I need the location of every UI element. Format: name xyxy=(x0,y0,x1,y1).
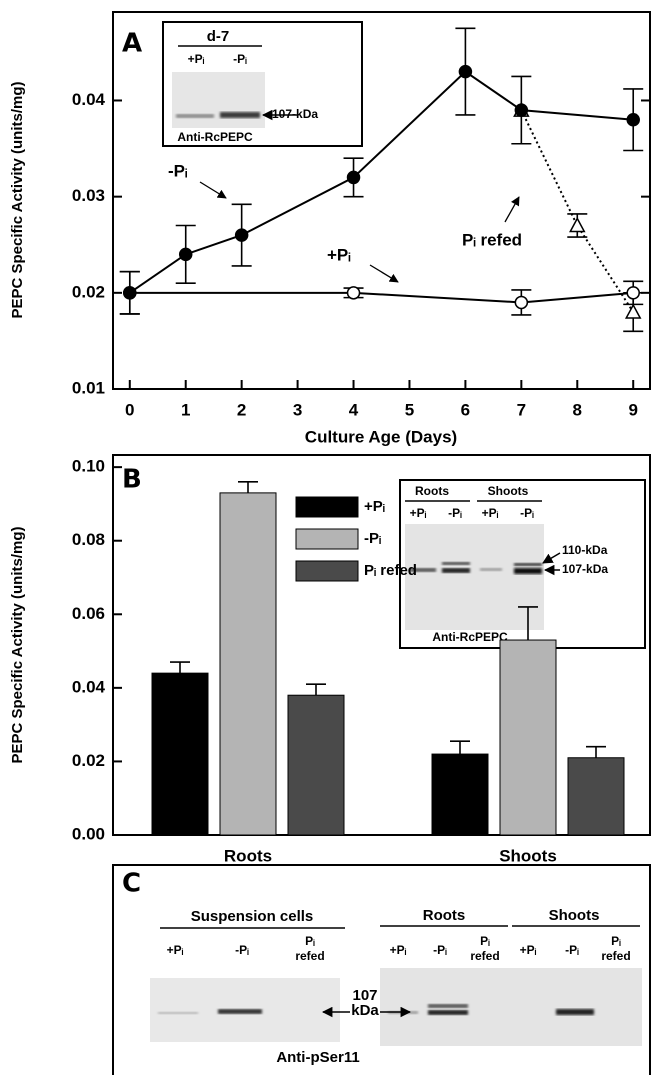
marker xyxy=(459,66,471,78)
x-tick-label: 5 xyxy=(405,400,414,419)
y-tick-label: 0.06 xyxy=(72,604,105,623)
y-tick-label: 0.02 xyxy=(72,282,105,301)
marker xyxy=(515,296,527,308)
legend-label: +Pᵢ xyxy=(364,498,385,515)
x-tick-label: 8 xyxy=(573,400,582,419)
x-tick-label: 6 xyxy=(461,400,470,419)
band-label: 107-kDa xyxy=(272,107,318,121)
lane-label: +Pᵢ xyxy=(410,506,427,520)
band xyxy=(158,1012,198,1014)
panel-label: C xyxy=(122,869,141,899)
band xyxy=(218,1009,262,1014)
legend-swatch xyxy=(296,561,358,581)
y-tick-label: 0.08 xyxy=(72,530,105,549)
y-tick-label: 0.03 xyxy=(72,186,105,205)
series-label: +Pᵢ xyxy=(327,245,351,264)
legend-swatch xyxy=(296,497,358,517)
group-title: Shoots xyxy=(549,907,600,924)
x-tick-label: 0 xyxy=(125,400,134,419)
band xyxy=(428,1010,468,1015)
antibody-label: Anti-RcPEPC xyxy=(177,130,253,144)
band xyxy=(442,562,470,565)
lane-label: -Pᵢ xyxy=(565,943,579,957)
band-label: 107-kDa xyxy=(562,562,608,576)
x-tick-label: 3 xyxy=(293,400,302,419)
group-label: Roots xyxy=(415,484,449,498)
bar xyxy=(152,673,208,835)
y-tick-label: 0.01 xyxy=(72,378,105,397)
x-tick-label: Roots xyxy=(224,846,272,865)
series-label: -Pᵢ xyxy=(168,161,187,180)
y-tick-label: 0.04 xyxy=(72,90,106,109)
y-tick-label: 0.04 xyxy=(72,677,106,696)
x-tick-label: 7 xyxy=(517,400,526,419)
x-tick-label: Shoots xyxy=(499,846,557,865)
marker xyxy=(627,287,639,299)
marker xyxy=(124,287,136,299)
y-axis-label: PEPC Specific Activity (units/mg) xyxy=(9,527,26,764)
blot xyxy=(172,72,265,128)
marker xyxy=(627,114,639,126)
band-label: 110-kDa xyxy=(562,543,608,557)
series-label: Pᵢ refed xyxy=(462,230,522,249)
antibody-label: Anti-RcPEPC xyxy=(432,630,508,644)
marker xyxy=(348,171,360,183)
page: A Culture Age (Days) PEPC Specific Activ… xyxy=(0,0,652,1075)
band xyxy=(442,568,470,573)
group-title: Roots xyxy=(423,907,466,924)
blot xyxy=(405,524,544,630)
marker xyxy=(515,104,527,116)
band xyxy=(428,1004,468,1008)
y-tick-label: 0.00 xyxy=(72,824,105,843)
group-title: Suspension cells xyxy=(191,908,314,925)
group-label: Shoots xyxy=(488,484,529,498)
band xyxy=(514,568,542,574)
x-tick-label: 9 xyxy=(628,400,637,419)
x-axis-label: Culture Age (Days) xyxy=(305,427,457,446)
lane-label: -Pᵢ xyxy=(433,943,447,957)
panel-label: A xyxy=(122,29,142,59)
lane-label: +Pᵢ xyxy=(188,52,205,66)
lane-label: +Pᵢ xyxy=(167,943,184,957)
lane-label: +Pᵢ xyxy=(482,506,499,520)
y-axis-label: PEPC Specific Activity (units/mg) xyxy=(9,82,26,319)
lane-label: -Pᵢ xyxy=(233,52,247,66)
lane-label: -Pᵢ xyxy=(235,943,249,957)
lane-label: -Pᵢ xyxy=(520,506,534,520)
band xyxy=(480,568,502,571)
bar xyxy=(288,695,344,835)
x-tick-label: 1 xyxy=(181,400,190,419)
lane-label: +Pᵢ xyxy=(520,943,537,957)
x-tick-label: 2 xyxy=(237,400,246,419)
band xyxy=(220,112,260,118)
band xyxy=(514,563,542,566)
inset-title: d-7 xyxy=(207,28,230,45)
band xyxy=(176,114,214,118)
bar xyxy=(568,758,624,835)
marker xyxy=(180,248,192,260)
blot xyxy=(380,968,642,1046)
y-tick-label: 0.02 xyxy=(72,751,105,770)
legend-label: Pᵢ refed xyxy=(364,562,417,579)
legend-label: -Pᵢ xyxy=(364,530,381,547)
antibody-label: Anti-pSer11 xyxy=(276,1049,359,1066)
y-tick-label: 0.10 xyxy=(72,457,105,476)
bar xyxy=(500,640,556,835)
marker xyxy=(348,287,360,299)
inset-b: Roots Shoots +Pᵢ -Pᵢ +Pᵢ -Pᵢ 110-kDa 107… xyxy=(400,480,645,648)
figure: A Culture Age (Days) PEPC Specific Activ… xyxy=(0,0,652,1075)
lane-label: +Pᵢ xyxy=(390,943,407,957)
inset-a: d-7 +Pᵢ -Pᵢ 107-kDa Anti-RcPEPC xyxy=(163,22,362,146)
marker xyxy=(236,229,248,241)
bar xyxy=(220,493,276,835)
legend-swatch xyxy=(296,529,358,549)
lane-label: -Pᵢ xyxy=(448,506,462,520)
panel-label: B xyxy=(122,465,142,495)
bar xyxy=(432,754,488,835)
x-tick-label: 4 xyxy=(349,400,359,419)
band xyxy=(556,1009,594,1015)
